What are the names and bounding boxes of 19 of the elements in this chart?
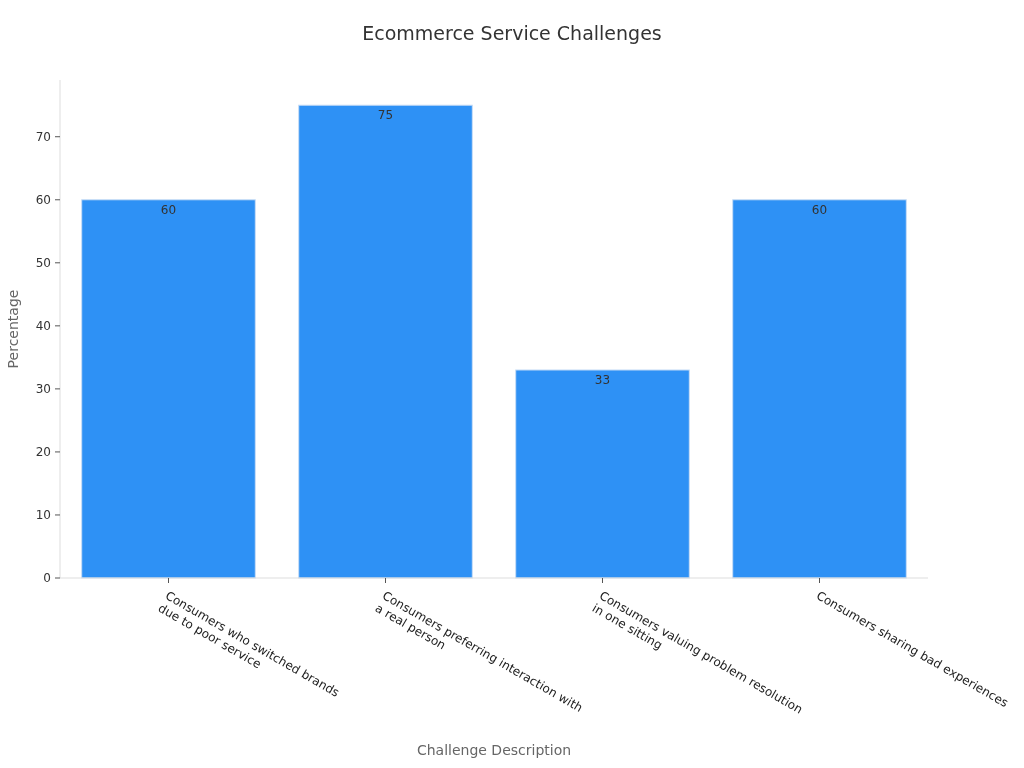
y-tick-label: 30 bbox=[35, 382, 51, 397]
chart-title: Ecommerce Service Challenges bbox=[362, 22, 662, 44]
data-label: 33 bbox=[594, 372, 611, 387]
data-label: 60 bbox=[160, 202, 177, 217]
bar bbox=[515, 369, 690, 579]
bar bbox=[732, 199, 907, 579]
bar bbox=[81, 199, 256, 579]
y-tick-label: 0 bbox=[43, 571, 51, 586]
y-tick-label: 40 bbox=[35, 319, 51, 334]
data-label: 60 bbox=[811, 202, 828, 217]
y-tick-label: 10 bbox=[35, 508, 51, 523]
x-axis-title: Challenge Description bbox=[416, 742, 572, 758]
y-tick-label: 60 bbox=[35, 192, 51, 207]
y-tick-label: 70 bbox=[35, 129, 51, 144]
data-label: 75 bbox=[377, 108, 394, 123]
y-tick-label: 20 bbox=[35, 445, 51, 460]
y-axis-title: Percentage bbox=[5, 289, 21, 369]
y-tick-label: 50 bbox=[35, 256, 51, 271]
bar bbox=[298, 104, 473, 579]
